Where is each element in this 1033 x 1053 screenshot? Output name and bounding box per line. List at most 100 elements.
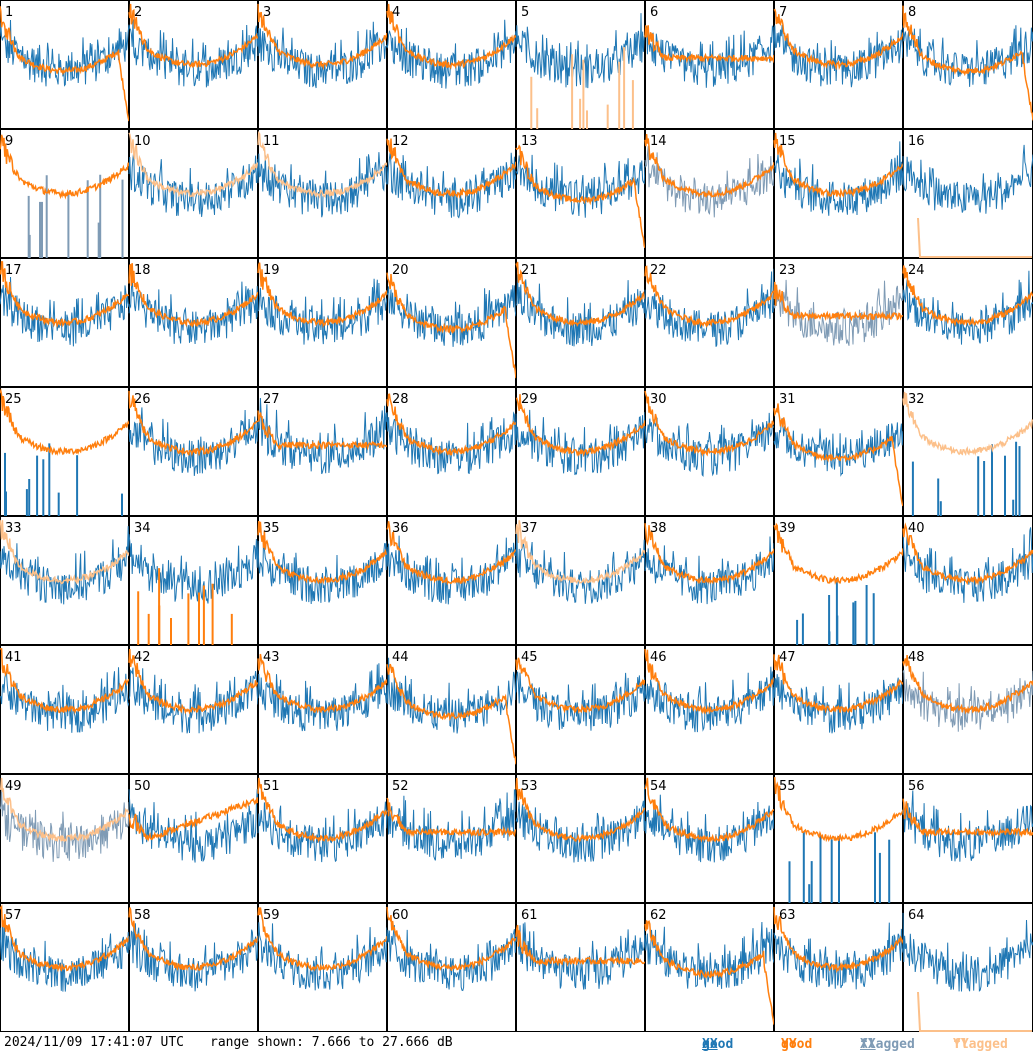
xx-series (4, 443, 123, 516)
panel-frame (258, 387, 387, 516)
yy-series (917, 217, 1032, 258)
panel-label: 30 (650, 392, 667, 407)
yy-series (773, 281, 904, 322)
yy-series (0, 648, 130, 715)
yy-series (386, 906, 517, 971)
panel-label: 64 (908, 908, 925, 923)
xx-series (257, 663, 388, 732)
yy-series (902, 5, 1033, 121)
panel-label: 25 (5, 392, 22, 407)
yy-series (0, 134, 130, 200)
legend-status: good (702, 1037, 734, 1052)
panel-label: 23 (779, 263, 796, 278)
yy-series (773, 8, 904, 71)
legend-status: good (781, 1037, 813, 1052)
panel-24: 24 (902, 258, 1033, 387)
panel-label: 51 (263, 779, 280, 794)
timestamp: 2024/11/09 17:41:07 UTC (4, 1035, 185, 1050)
xx-series (0, 526, 130, 605)
panel-label: 61 (521, 908, 538, 923)
panel-label: 49 (5, 779, 22, 794)
panel-label: 26 (134, 392, 151, 407)
yy-series (128, 3, 259, 68)
panel-label: 58 (134, 908, 151, 923)
panel-49: 49 (0, 774, 130, 903)
panel-22: 22 (644, 258, 775, 387)
panel-27: 27 (257, 387, 388, 516)
panel-32: 32 (902, 387, 1033, 516)
xx-series (386, 151, 517, 219)
panel-64: 64 (902, 903, 1033, 1032)
footer: 2024/11/09 17:41:07 UTC range shown: 7.6… (0, 1033, 1033, 1053)
panel-38: 38 (644, 516, 775, 645)
yy-series (257, 777, 388, 844)
panel-29: 29 (515, 387, 646, 516)
xx-series (902, 527, 1033, 603)
yy-series (774, 777, 904, 843)
xx-series (902, 144, 1033, 214)
yy-series (515, 394, 646, 458)
panel-label: 17 (5, 263, 22, 278)
panel-label: 7 (779, 5, 787, 20)
panel-label: 16 (908, 134, 925, 149)
panel-label: 19 (263, 263, 280, 278)
panel-51: 51 (257, 774, 388, 903)
panel-label: 36 (392, 521, 409, 536)
panel-label: 50 (134, 779, 151, 794)
yy-series (257, 3, 388, 71)
xx-series (773, 141, 904, 216)
yy-series (128, 263, 259, 328)
panel-36: 36 (386, 516, 517, 645)
legend-pol: XX (702, 1037, 718, 1052)
panel-label: 3 (263, 5, 271, 20)
panel-63: 63 (773, 903, 904, 1032)
yy-series (137, 568, 233, 645)
panel-55: 55 (774, 774, 904, 903)
xx-series (515, 154, 646, 218)
panel-11: 11 (257, 129, 388, 258)
xx-series (773, 279, 904, 346)
yy-series (902, 265, 1033, 328)
panel-label: 38 (650, 521, 667, 536)
panel-12: 12 (386, 129, 517, 258)
legend-status: flagged (860, 1037, 915, 1052)
yy-series (644, 777, 775, 843)
panel-frame (0, 645, 129, 774)
panel-30: 30 (644, 387, 775, 516)
panel-50: 50 (128, 774, 259, 903)
panel-4: 4 (386, 0, 517, 129)
panel-28: 28 (386, 387, 517, 516)
panel-26: 26 (128, 387, 259, 516)
yy-series (0, 5, 130, 122)
yy-series (773, 522, 904, 585)
panel-label: 41 (5, 650, 22, 665)
panel-label: 15 (779, 134, 796, 149)
panel-37: 37 (515, 516, 646, 645)
panel-label: 9 (5, 134, 13, 149)
yy-series (773, 654, 904, 714)
xx-series (0, 787, 130, 862)
yy-series (515, 261, 646, 327)
panel-label: 34 (134, 521, 151, 536)
panel-label: 8 (908, 5, 916, 20)
panel-25: 25 (0, 387, 130, 516)
xx-series (788, 831, 891, 903)
yy-series (515, 657, 646, 714)
panel-5: 5 (515, 0, 646, 129)
panel-62: 62 (644, 903, 775, 1032)
panel-40: 40 (902, 516, 1033, 645)
panel-39: 39 (773, 516, 904, 645)
xx-series (0, 276, 130, 347)
yy-series (386, 393, 517, 456)
yy-series (128, 797, 259, 842)
yy-series (515, 777, 646, 843)
xx-series (644, 412, 775, 477)
panel-label: 18 (134, 263, 151, 278)
panel-label: 11 (263, 134, 280, 149)
xx-series (644, 666, 775, 733)
panel-label: 31 (779, 392, 796, 407)
panel-34: 34 (128, 516, 259, 645)
panel-label: 2 (134, 5, 142, 20)
panel-47: 47 (773, 645, 904, 774)
